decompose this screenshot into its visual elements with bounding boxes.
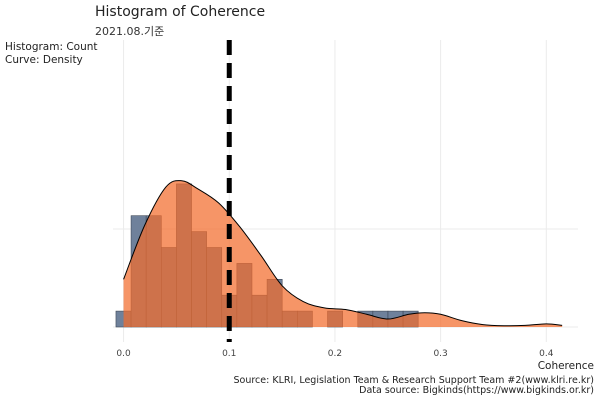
chart-title: Histogram of Coherence — [95, 4, 266, 20]
x-tick-label: 0.0 — [116, 349, 131, 359]
curve-note: Curve: Density — [5, 54, 83, 66]
x-tick-label: 0.3 — [433, 349, 447, 359]
density-curve-group — [123, 180, 563, 327]
x-tick-label: 0.4 — [539, 349, 554, 359]
x-tick-label: 0.1 — [222, 349, 236, 359]
source-caption: Source: KLRI, Legislation Team & Researc… — [233, 375, 595, 386]
density-curve — [123, 180, 563, 327]
x-axis-label: Coherence — [537, 360, 594, 372]
x-tick-label: 0.2 — [328, 349, 342, 359]
density-area — [123, 180, 563, 327]
chart-subtitle: 2021.08.기준 — [95, 25, 165, 38]
histogram-note: Histogram: Count — [5, 41, 98, 53]
x-axis-ticks: 0.0 0.1 0.2 0.3 0.4 — [116, 349, 553, 359]
data-source-caption: Data source: Bigkinds(https://www.bigkin… — [359, 385, 594, 396]
